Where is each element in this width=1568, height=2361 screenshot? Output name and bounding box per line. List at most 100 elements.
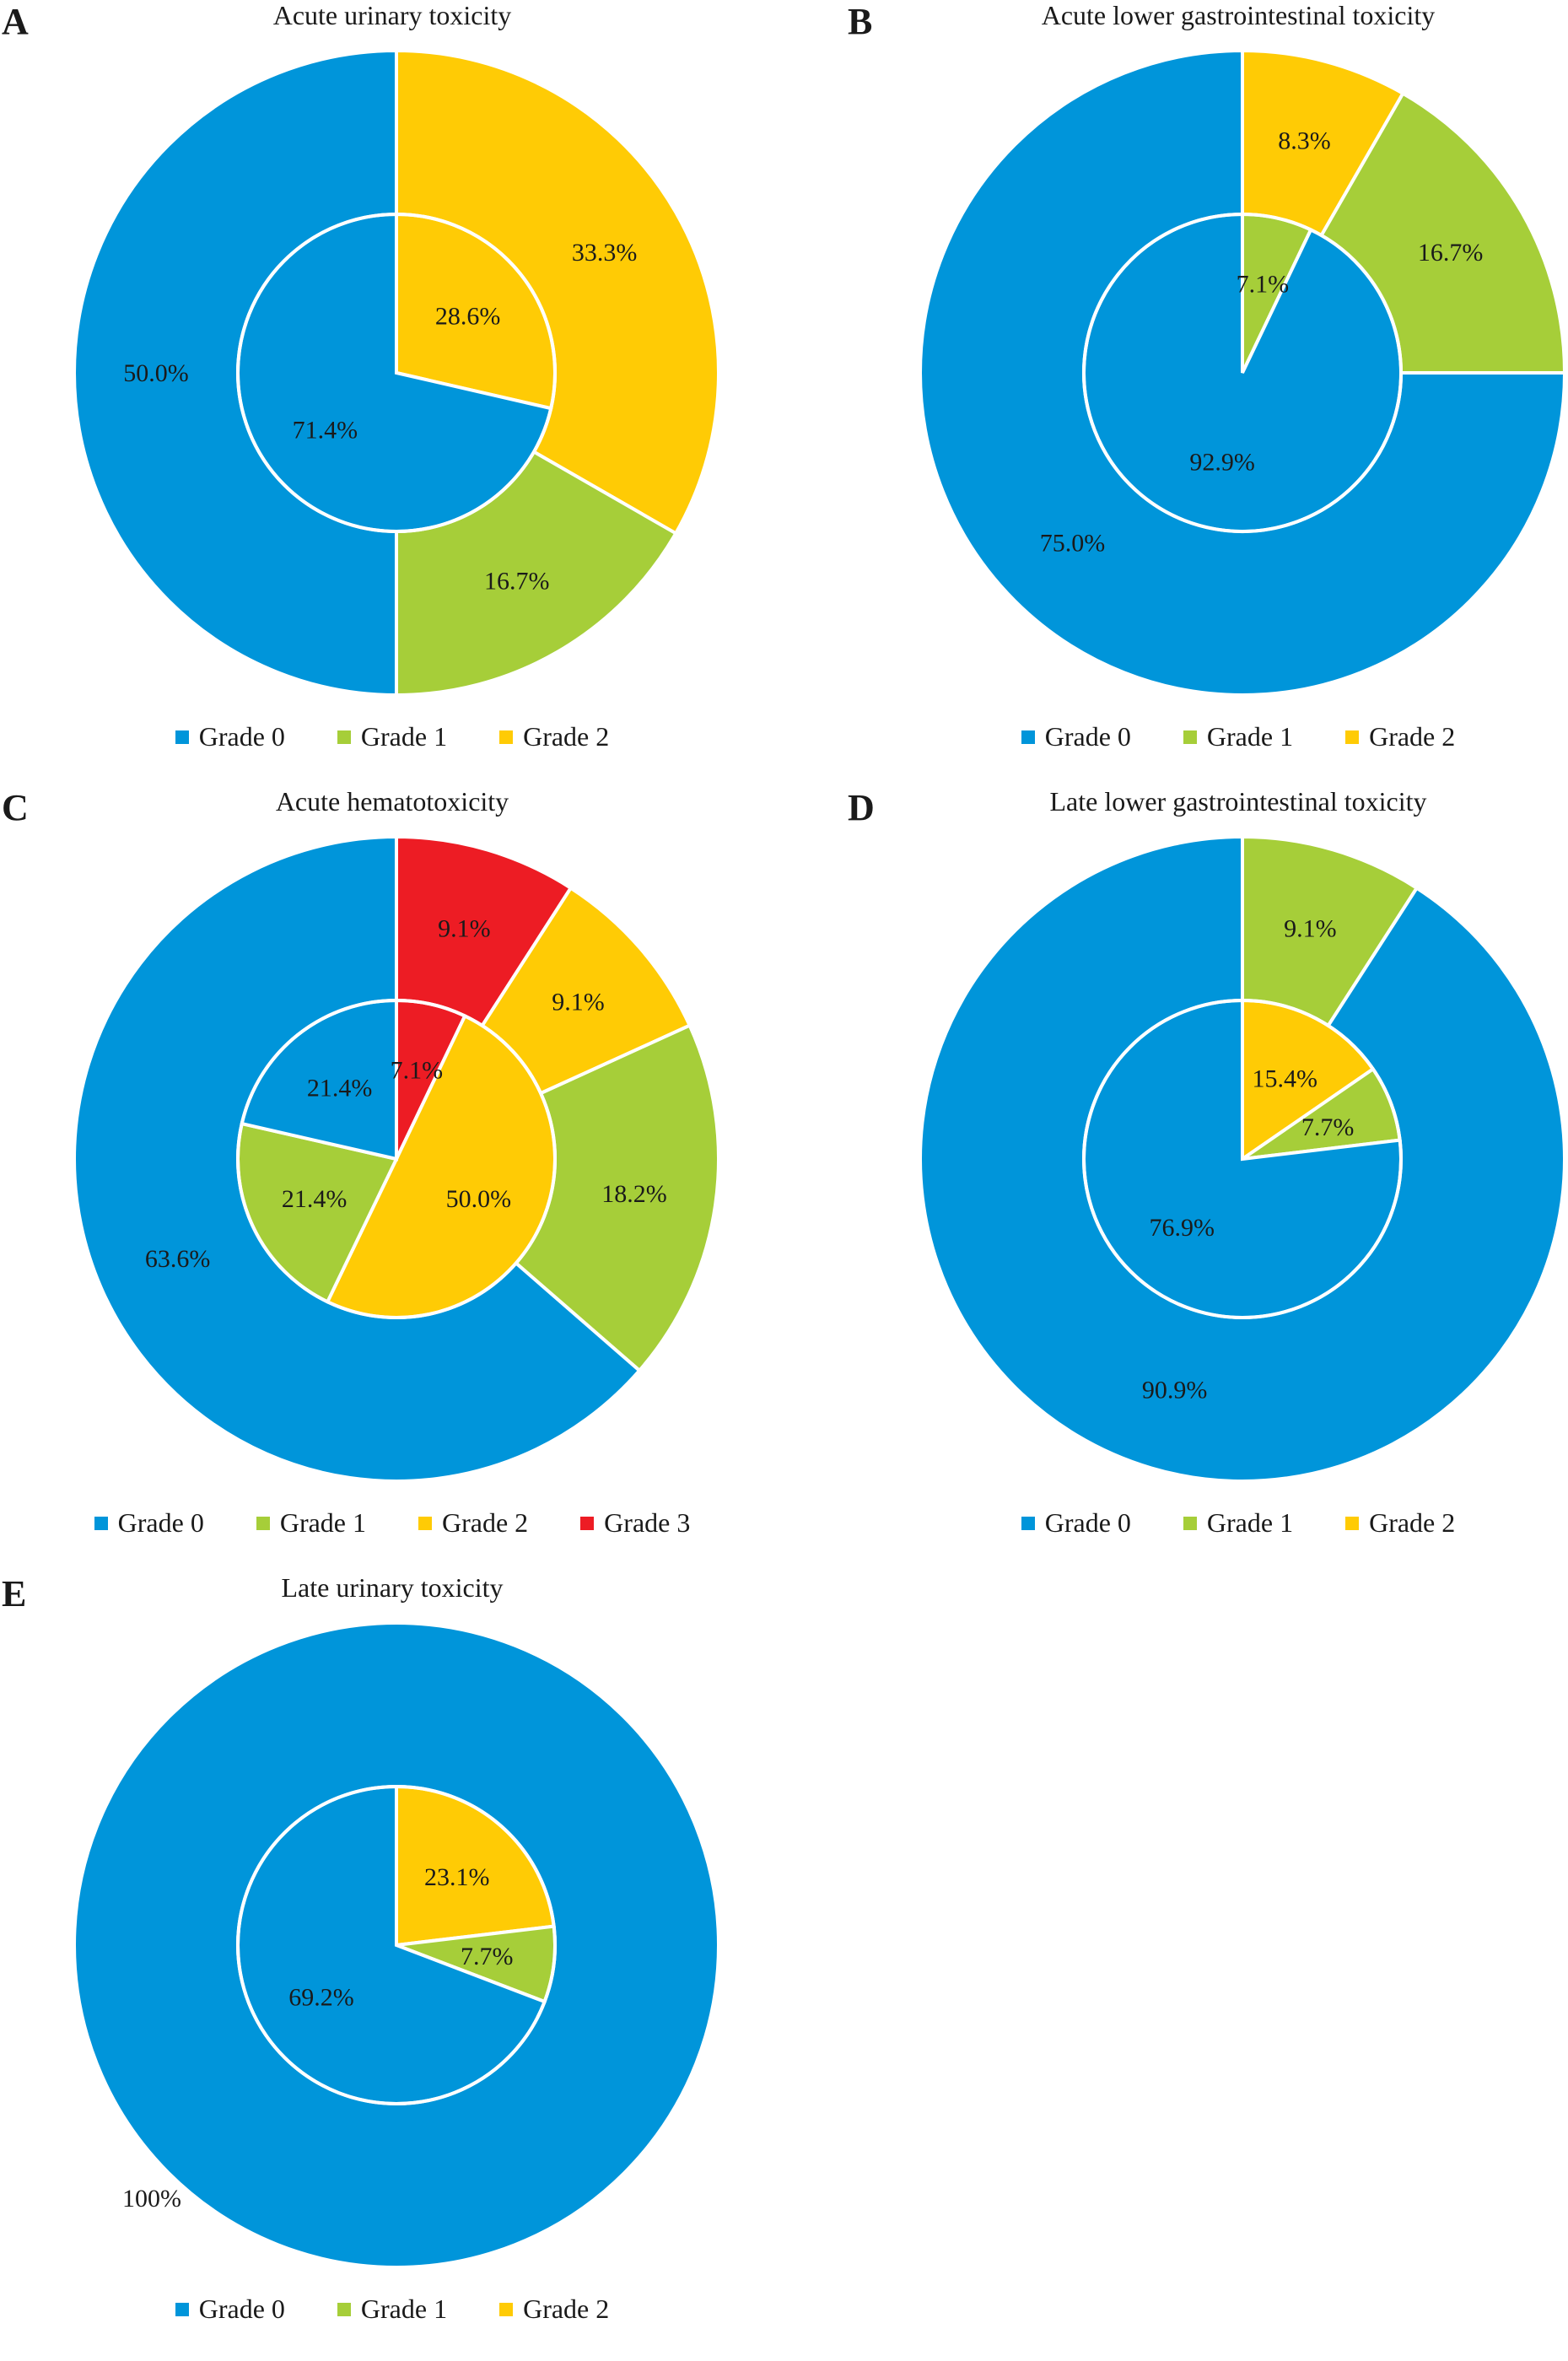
- inner-ring-border: [236, 1785, 557, 2105]
- inner-ring-data-label: 69.2%: [288, 1983, 354, 2011]
- inner-ring-border: [236, 999, 557, 1319]
- inner-ring-data-label: 28.6%: [435, 303, 501, 331]
- legend: Grade 0 Grade 1 Grade 2: [0, 721, 784, 752]
- inner-ring-data-label: 23.1%: [424, 1863, 490, 1891]
- legend-label: Grade 2: [1369, 1507, 1456, 1538]
- outer-ring-slice-grade-0: [73, 48, 398, 698]
- legend-item-grade-2: Grade 2: [418, 1507, 528, 1539]
- legend: Grade 0 Grade 1 Grade 2: [846, 1507, 1568, 1539]
- inner-ring-data-label: 21.4%: [307, 1074, 373, 1102]
- outer-ring-data-label: 33.3%: [572, 239, 638, 267]
- outer-ring-data-label: 90.9%: [1142, 1376, 1208, 1404]
- legend-label: Grade 2: [442, 1507, 529, 1538]
- panel-b: B Acute lower gastrointestinal toxicity …: [846, 0, 1568, 789]
- legend-item-grade-3: Grade 3: [580, 1507, 690, 1539]
- legend: Grade 0 Grade 1 Grade 2: [846, 721, 1568, 752]
- legend-item-grade-1: Grade 1: [1183, 721, 1293, 752]
- legend-swatch: [1183, 730, 1197, 744]
- inner-ring-data-label: 7.1%: [391, 1057, 444, 1085]
- legend-swatch: [499, 2302, 514, 2316]
- inner-ring-data-label: 71.4%: [293, 416, 358, 444]
- chart-title: Acute urinary toxicity: [272, 0, 512, 30]
- legend-swatch: [256, 1516, 270, 1530]
- outer-ring-data-label: 50.0%: [123, 359, 189, 387]
- legend-swatch: [1021, 730, 1035, 744]
- panel-letter: D: [848, 787, 875, 828]
- outer-ring-slice-grade-1: [393, 1023, 720, 1373]
- legend-item-grade-0: Grade 0: [1021, 721, 1131, 752]
- legend-label: Grade 1: [360, 721, 448, 752]
- legend-label: Grade 0: [1044, 1507, 1131, 1538]
- legend-swatch: [94, 1516, 108, 1530]
- outer-ring-data-label: 63.6%: [145, 1245, 211, 1273]
- legend-item-grade-0: Grade 0: [94, 1507, 204, 1539]
- inner-ring-border: [1082, 999, 1403, 1319]
- donut-chart: 9.1% 90.9% 15.4% 7.7% 76.9%: [919, 834, 1566, 1483]
- legend-item-grade-0: Grade 0: [1021, 1507, 1131, 1539]
- outer-ring-data-label: 75.0%: [1040, 530, 1106, 558]
- panel-letter: B: [848, 1, 873, 42]
- panel-d: D Late lower gastrointestinal toxicity 9…: [846, 786, 1568, 1575]
- legend-swatch: [1183, 1516, 1197, 1530]
- outer-ring-data-label: 9.1%: [1284, 915, 1337, 943]
- outer-ring-data-label: 9.1%: [438, 915, 491, 943]
- outer-ring-data-label: 18.2%: [601, 1180, 667, 1208]
- legend-swatch: [337, 730, 351, 744]
- inner-ring-data-label: 50.0%: [446, 1185, 512, 1213]
- legend-label: Grade 0: [1044, 721, 1131, 752]
- inner-ring-data-label: 7.7%: [461, 1943, 514, 1970]
- inner-ring-data-label: 7.7%: [1301, 1113, 1355, 1141]
- legend-swatch: [1345, 730, 1360, 744]
- donut-chart: 9.1% 9.1% 18.2% 63.6% 7.1% 50.0% 21.4% 21.4%: [73, 834, 720, 1483]
- legend: Grade 0 Grade 1 Grade 2: [0, 2294, 784, 2325]
- legend-label: Grade 0: [198, 721, 285, 752]
- chart-title: Acute lower gastrointestinal toxicity: [1041, 0, 1436, 30]
- legend-item-grade-1: Grade 1: [256, 1507, 366, 1539]
- legend-item-grade-1: Grade 1: [1183, 1507, 1293, 1539]
- donut-chart: 33.3% 16.7% 50.0% 28.6% 71.4%: [73, 48, 720, 698]
- donut-chart: 100% 23.1% 7.7% 69.2%: [73, 1620, 720, 2270]
- legend-label: Grade 3: [604, 1507, 691, 1538]
- legend-swatch: [580, 1516, 595, 1530]
- legend-item-grade-2: Grade 2: [499, 721, 609, 752]
- inner-ring-data-label: 15.4%: [1253, 1065, 1318, 1092]
- outer-ring-data-label: 9.1%: [552, 989, 605, 1016]
- legend-label: Grade 2: [1369, 721, 1456, 752]
- legend-swatch: [175, 730, 189, 744]
- legend-swatch: [499, 730, 514, 744]
- panel-e: E Late urinary toxicity 100% 23.1% 7.7% 69.…: [0, 1572, 784, 2361]
- legend-label: Grade 2: [523, 2294, 610, 2324]
- legend-label: Grade 1: [1206, 721, 1294, 752]
- chart-title: Late lower gastrointestinal toxicity: [1049, 786, 1427, 817]
- legend-item-grade-0: Grade 0: [175, 2294, 285, 2325]
- panel-letter: A: [2, 1, 29, 42]
- legend-swatch: [337, 2302, 351, 2316]
- legend: Grade 0 Grade 1 Grade 2 Grade 3: [0, 1507, 784, 1539]
- panel-a: A Acute urinary toxicity 33.3% 16.7% 50.0%…: [0, 0, 784, 789]
- legend-label: Grade 1: [360, 2294, 448, 2324]
- outer-ring-data-label: 8.3%: [1278, 127, 1331, 155]
- legend-label: Grade 1: [279, 1507, 366, 1538]
- legend-label: Grade 1: [1206, 1507, 1294, 1538]
- inner-ring-data-label: 7.1%: [1237, 271, 1290, 299]
- legend-swatch: [1345, 1516, 1360, 1530]
- outer-ring-data-label: 16.7%: [484, 568, 550, 596]
- inner-ring-border: [236, 213, 557, 533]
- legend-item-grade-2: Grade 2: [1345, 1507, 1455, 1539]
- outer-ring-data-label: 16.7%: [1418, 239, 1484, 267]
- inner-ring-data-label: 76.9%: [1150, 1214, 1215, 1242]
- legend-item-grade-2: Grade 2: [1345, 721, 1455, 752]
- inner-ring-border: [1082, 213, 1403, 533]
- donut-chart: 8.3% 16.7% 75.0% 7.1% 92.9%: [919, 48, 1567, 697]
- legend-label: Grade 0: [117, 1507, 204, 1538]
- legend-swatch: [418, 1516, 432, 1530]
- panel-letter: E: [2, 1573, 27, 1614]
- legend-label: Grade 2: [523, 721, 610, 752]
- legend-swatch: [1021, 1516, 1035, 1530]
- legend-item-grade-1: Grade 1: [337, 2294, 447, 2325]
- legend-item-grade-2: Grade 2: [499, 2294, 609, 2325]
- panel-letter: C: [2, 787, 29, 828]
- inner-ring-data-label: 21.4%: [282, 1185, 348, 1213]
- legend-item-grade-1: Grade 1: [337, 721, 447, 752]
- legend-label: Grade 0: [198, 2294, 285, 2324]
